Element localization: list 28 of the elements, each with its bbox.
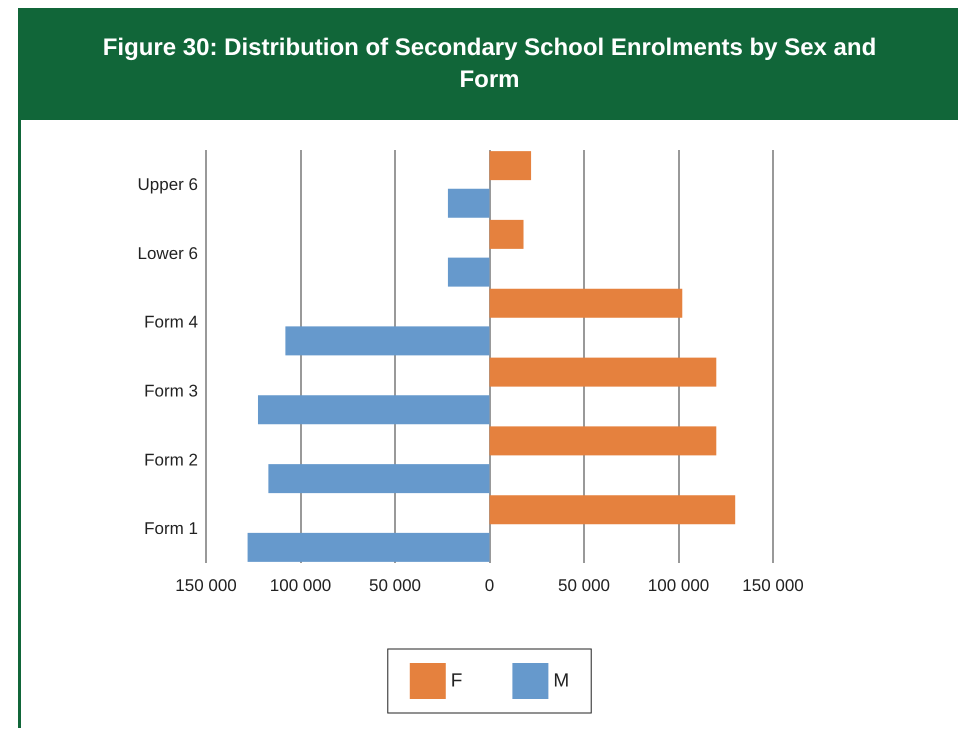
bar bbox=[490, 220, 524, 249]
bar bbox=[248, 532, 490, 562]
bar bbox=[448, 188, 490, 218]
x-tick-label: 150 000 bbox=[742, 576, 804, 595]
bar bbox=[490, 151, 532, 180]
y-tick-label: Upper 6 bbox=[138, 174, 198, 194]
legend-label: M bbox=[553, 670, 570, 692]
y-tick-label: Lower 6 bbox=[138, 244, 198, 263]
y-tick-label: Form 4 bbox=[144, 312, 198, 332]
chart-title: Figure 30: Distribution of Secondary School Enrolments by Sex and Form bbox=[21, 8, 958, 120]
x-tick-label: 0 bbox=[484, 576, 494, 595]
bar bbox=[258, 395, 490, 424]
bar bbox=[268, 464, 490, 494]
x-tick-label: 100 000 bbox=[648, 576, 710, 595]
x-tick-label: 50 000 bbox=[558, 576, 610, 595]
bar bbox=[285, 326, 490, 356]
bar bbox=[448, 258, 490, 287]
legend-label: F bbox=[450, 670, 462, 692]
x-tick-label: 150 000 bbox=[175, 576, 237, 595]
y-tick-label: Form 2 bbox=[144, 450, 198, 470]
y-tick-label: Form 3 bbox=[144, 381, 198, 400]
bar bbox=[490, 495, 736, 524]
bar bbox=[490, 288, 682, 318]
y-tick-label: Form 1 bbox=[144, 519, 198, 538]
x-tick-label: 100 000 bbox=[270, 576, 332, 595]
x-tick-label: 50 000 bbox=[369, 576, 421, 595]
bar bbox=[490, 426, 716, 456]
bar bbox=[490, 358, 716, 387]
